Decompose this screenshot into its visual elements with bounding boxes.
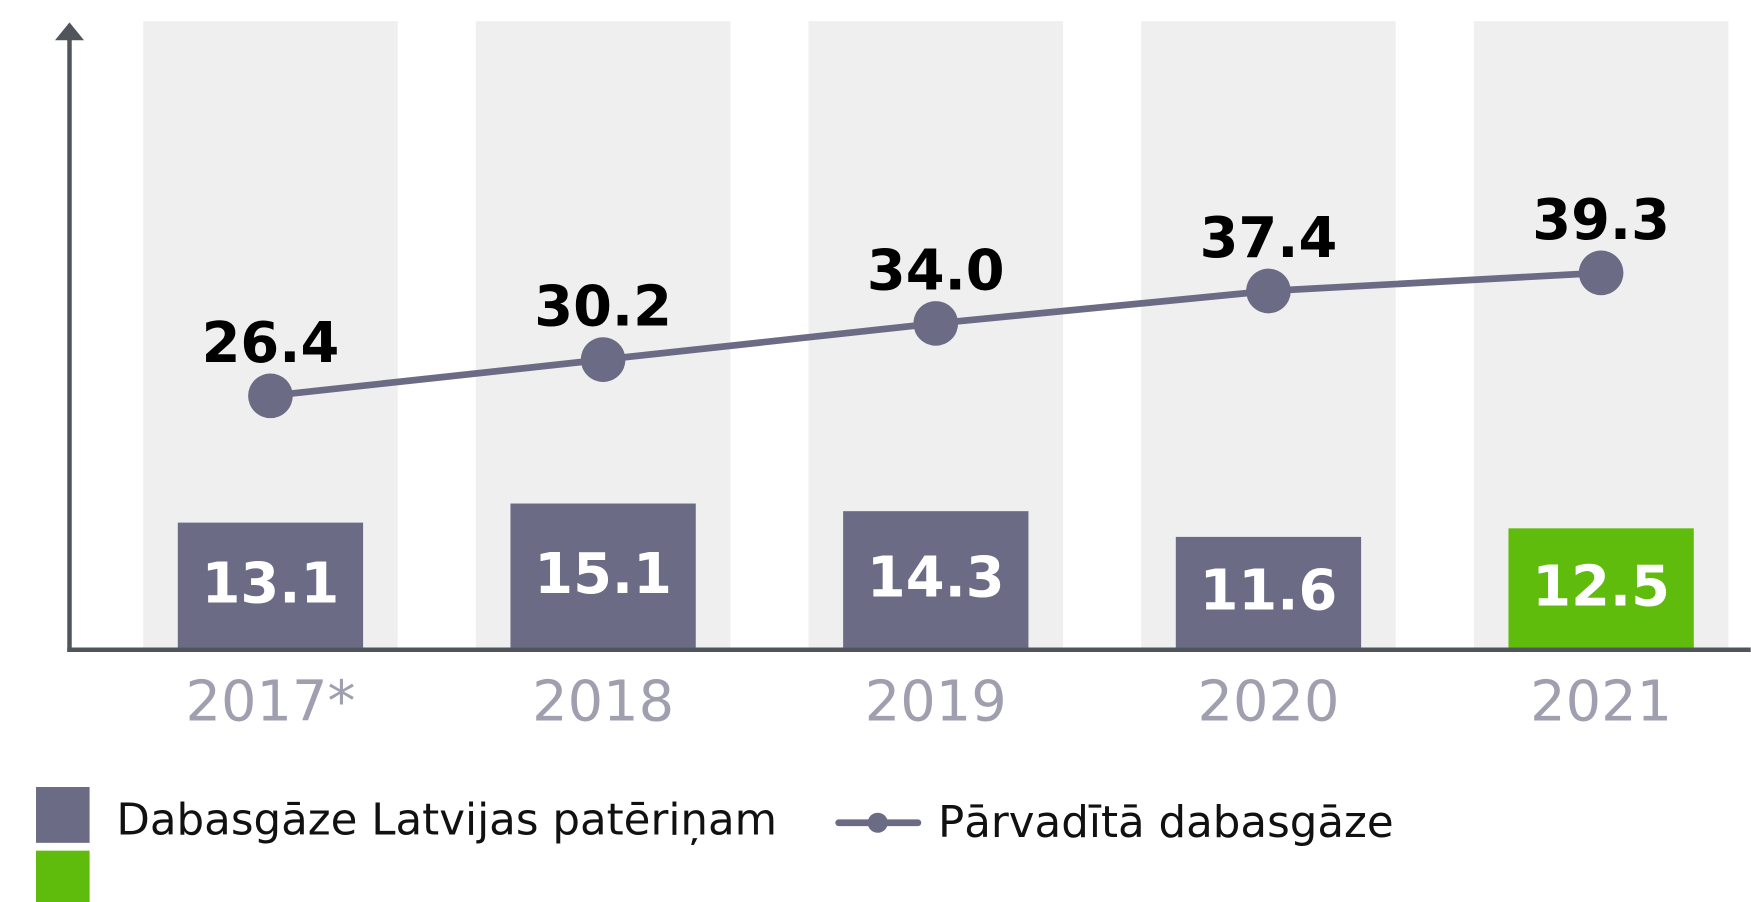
- legend-label: Dabasgāze Latvijas patēriņam: [116, 796, 777, 846]
- legend-swatch-bar: [36, 787, 90, 843]
- bar: [510, 503, 696, 648]
- line-value-label: 34.0: [867, 238, 1005, 303]
- x-tick-label: 2020: [1197, 670, 1339, 735]
- line-marker: [248, 373, 293, 419]
- line-value-label: 37.4: [1200, 206, 1338, 271]
- legend-marker: [867, 812, 888, 833]
- line-value-label: 39.3: [1532, 188, 1670, 253]
- bar-value-label: 13.1: [202, 551, 340, 616]
- line-value-label: 30.2: [534, 275, 672, 340]
- bar: [1175, 536, 1362, 648]
- line-value-label: 26.4: [202, 311, 340, 376]
- x-tick-label: 2019: [865, 670, 1007, 735]
- bar: [843, 511, 1029, 648]
- line-marker: [1578, 250, 1624, 296]
- line-marker: [913, 301, 959, 346]
- legend-label: Pārvadītā dabasgāze: [938, 798, 1394, 848]
- x-tick-label: 2018: [532, 670, 674, 735]
- bar-value-label: 15.1: [534, 542, 672, 607]
- bar-value-label: 14.3: [867, 546, 1005, 611]
- bar-value-label: 12.5: [1532, 554, 1670, 619]
- legend-swatch-highlight: [36, 850, 90, 902]
- line-marker: [580, 337, 626, 382]
- bar-value-label: 11.6: [1200, 559, 1338, 624]
- x-tick-label: 2021: [1530, 670, 1672, 735]
- bar: [177, 522, 364, 648]
- y-axis-arrow: [54, 22, 85, 41]
- line-marker: [1246, 268, 1291, 314]
- x-tick-label: 2017*: [185, 670, 355, 735]
- bar: [1508, 528, 1694, 648]
